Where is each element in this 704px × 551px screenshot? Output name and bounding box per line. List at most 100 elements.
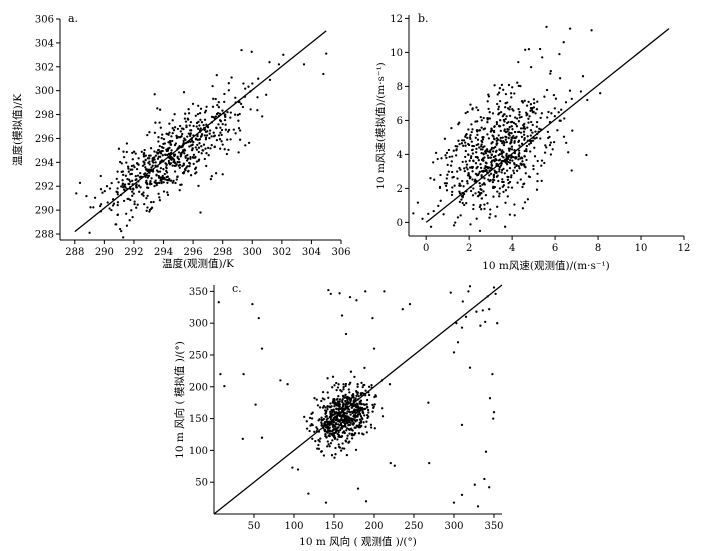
panel-b-point bbox=[489, 208, 492, 211]
panel-a-y-axis-title: 温度(模拟值)/K bbox=[11, 94, 24, 166]
panel-b-point bbox=[429, 225, 433, 228]
panel-a-point bbox=[158, 150, 161, 154]
panel-c-point bbox=[326, 427, 329, 430]
panel-b-point bbox=[482, 190, 485, 193]
panel-b-point bbox=[496, 190, 499, 193]
panel-b-point bbox=[453, 184, 456, 187]
panel-c-point bbox=[362, 421, 365, 424]
panel-b-point bbox=[544, 144, 547, 147]
panel-a-point bbox=[144, 154, 147, 157]
panel-a-point bbox=[172, 158, 176, 162]
panel-b-point bbox=[480, 139, 483, 143]
panel-c-point bbox=[383, 290, 386, 293]
panel-a-point bbox=[193, 156, 197, 159]
panel-c-point bbox=[356, 487, 360, 490]
panel-a-point bbox=[177, 151, 181, 154]
panel-b-point bbox=[501, 149, 504, 152]
panel-c-point bbox=[355, 424, 359, 428]
panel-a-point bbox=[117, 181, 120, 184]
panel-a-point bbox=[89, 206, 92, 209]
panel-a-point bbox=[165, 167, 168, 170]
panel-c-point bbox=[389, 461, 392, 465]
panel-b-point bbox=[540, 159, 544, 162]
panel-b-point bbox=[439, 199, 442, 202]
panel-a-point bbox=[145, 209, 148, 212]
panel-a-point bbox=[153, 93, 156, 96]
panel-c-point bbox=[427, 401, 430, 404]
panel-c-point bbox=[340, 390, 343, 393]
panel-a-point bbox=[189, 155, 192, 159]
panel-c-point bbox=[492, 411, 496, 414]
panel-a-point bbox=[118, 227, 122, 231]
panel-c-point bbox=[257, 316, 260, 320]
panel-b-point bbox=[506, 178, 510, 181]
panel-b-point bbox=[489, 149, 492, 152]
panel-c-point bbox=[354, 448, 358, 452]
panel-b-point bbox=[532, 164, 535, 168]
panel-b-point bbox=[486, 121, 489, 124]
panel-b-point bbox=[458, 142, 461, 146]
panel-b-point bbox=[518, 144, 521, 147]
panel-b-point bbox=[463, 169, 466, 173]
panel-b-point bbox=[457, 139, 460, 142]
panel-b-point bbox=[512, 134, 515, 138]
panel-a-point bbox=[182, 172, 185, 175]
panel-c-point bbox=[347, 420, 350, 424]
panel-a-point bbox=[159, 166, 163, 170]
panel-b-point bbox=[501, 115, 504, 118]
panel-c-point bbox=[320, 424, 323, 427]
panel-c-point bbox=[353, 414, 357, 417]
panel-c-point bbox=[365, 420, 368, 423]
panel-b-point bbox=[451, 190, 454, 194]
panel-a-point bbox=[125, 161, 128, 164]
panel-b-point bbox=[442, 213, 445, 216]
panel-c-point bbox=[340, 427, 344, 430]
panel-a-point bbox=[161, 133, 164, 136]
panel-a-point bbox=[130, 209, 133, 212]
panel-c-point bbox=[337, 407, 340, 411]
panel-a-point bbox=[160, 181, 163, 185]
panel-b-point bbox=[503, 172, 506, 175]
panel-c-point bbox=[452, 351, 456, 354]
panel-b-point bbox=[504, 138, 507, 141]
panel-b-point bbox=[458, 184, 461, 187]
panel-c-point bbox=[321, 390, 325, 394]
panel-c-point bbox=[352, 404, 356, 407]
panel-b-point bbox=[554, 97, 558, 100]
panel-a-point bbox=[125, 142, 129, 145]
panel-b-point bbox=[514, 136, 517, 140]
panel-b-point bbox=[460, 195, 464, 198]
panel-c-point bbox=[344, 415, 348, 419]
panel-c-point bbox=[315, 426, 318, 429]
panel-b-point bbox=[502, 113, 505, 116]
panel-a-point bbox=[209, 147, 212, 150]
panel-a-point bbox=[179, 152, 183, 155]
panel-b-point bbox=[483, 203, 486, 206]
panel-b-point bbox=[523, 136, 526, 140]
panel-b-point bbox=[519, 131, 523, 134]
panel-c-point bbox=[344, 425, 347, 428]
panel-c-point bbox=[338, 405, 341, 409]
panel-a-point bbox=[121, 170, 125, 173]
panel-b-point bbox=[512, 121, 516, 125]
panel-a-point bbox=[205, 123, 208, 126]
panel-c-point bbox=[339, 449, 343, 452]
panel-c-point bbox=[365, 403, 368, 406]
panel-b-point bbox=[558, 52, 561, 56]
panel-b-point bbox=[546, 116, 549, 119]
panel-c-point bbox=[326, 377, 329, 380]
panel-b-point bbox=[495, 137, 499, 140]
panel-c-point bbox=[428, 461, 431, 465]
panel-b-point bbox=[585, 153, 588, 157]
panel-a-point bbox=[122, 199, 126, 203]
panel-c-point bbox=[329, 402, 332, 405]
panel-a-point bbox=[137, 184, 141, 187]
panel-a-point bbox=[208, 136, 211, 140]
panel-a-point bbox=[205, 152, 208, 155]
panel-b-point bbox=[506, 127, 509, 131]
panel-b-point bbox=[489, 172, 493, 175]
panel-a-point bbox=[106, 201, 109, 204]
panel-b-point bbox=[456, 216, 460, 219]
panel-a-point bbox=[214, 172, 218, 175]
panel-b-point bbox=[486, 133, 489, 136]
